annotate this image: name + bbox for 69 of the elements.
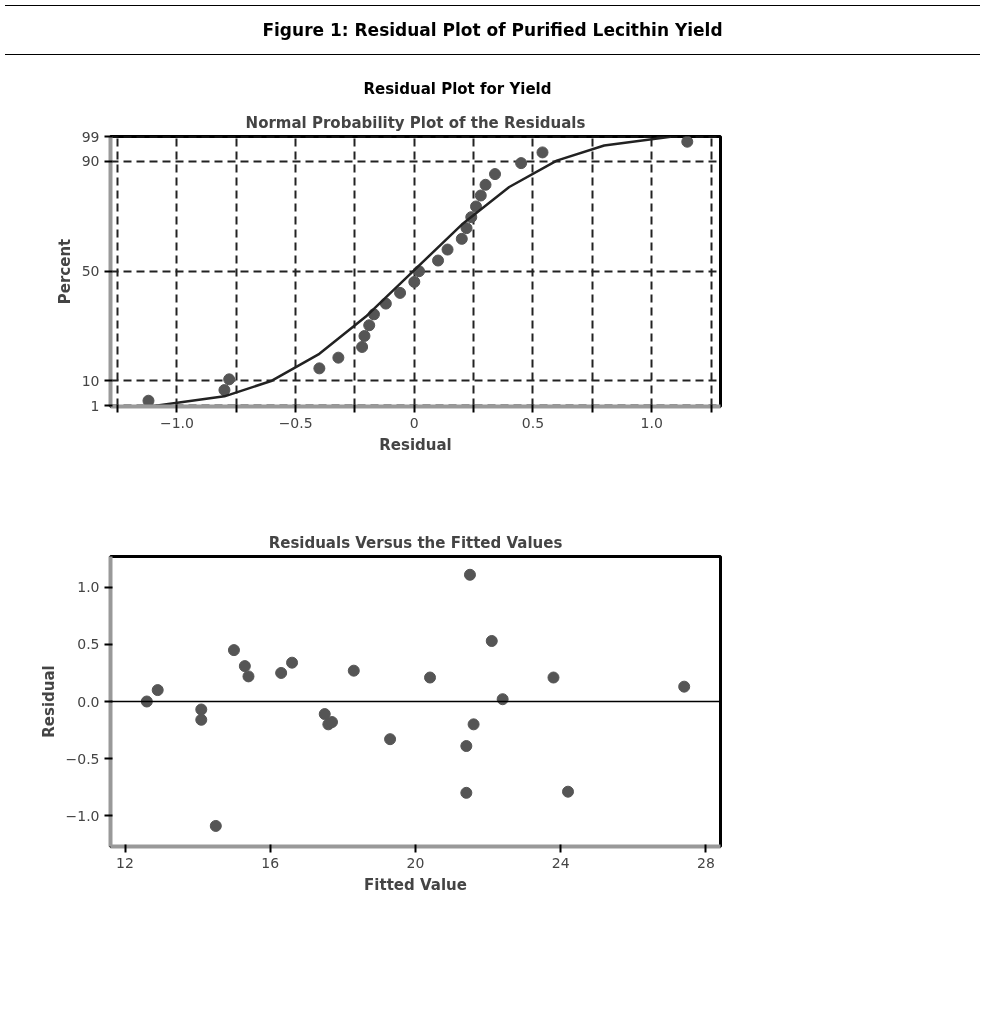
point	[470, 200, 483, 213]
y-axis-title: Percent	[55, 238, 74, 304]
point	[384, 732, 397, 745]
y-axis-title: Residual	[39, 664, 58, 738]
y-tick-label: 99	[81, 128, 100, 145]
point	[394, 286, 407, 299]
x-tick-label: 0.5	[521, 414, 545, 431]
point	[408, 275, 421, 288]
point	[441, 243, 454, 256]
point	[363, 318, 376, 331]
point	[218, 383, 231, 396]
x-tick-label: −1.0	[159, 414, 194, 431]
point	[536, 146, 549, 159]
point	[460, 739, 473, 752]
x-tick-label: 20	[406, 854, 425, 871]
point	[347, 664, 360, 677]
chart-title: Normal Probability Plot of the Residuals	[245, 113, 586, 132]
text: Residual Plot for Yield	[363, 79, 552, 101]
point	[460, 786, 473, 799]
y-tick-label: 90	[81, 153, 100, 170]
point	[227, 643, 240, 656]
y-tick-label: 1.0	[77, 579, 100, 596]
point	[455, 232, 468, 245]
point	[681, 136, 694, 148]
x-tick-label: 0	[409, 414, 419, 431]
y-tick-label: 50	[81, 262, 100, 279]
point	[547, 671, 560, 684]
y-tick-label: 10	[81, 372, 100, 389]
y-tick-label: 1	[90, 397, 100, 414]
y-tick-label: 0.0	[77, 693, 100, 710]
point	[678, 680, 691, 693]
x-axis-title: Residual	[379, 435, 452, 454]
x-tick-label: 12	[116, 854, 134, 871]
point	[467, 718, 480, 731]
point	[460, 221, 473, 234]
point	[195, 713, 208, 726]
point	[318, 707, 331, 720]
point	[463, 568, 476, 581]
x-tick-label: 16	[261, 854, 280, 871]
point	[332, 351, 345, 364]
point	[424, 671, 437, 684]
y-tick-label: −0.5	[65, 750, 100, 767]
y-tick-label: −1.0	[65, 807, 100, 824]
point	[515, 156, 528, 169]
point	[485, 634, 498, 647]
x-tick-label: 24	[551, 854, 570, 871]
caption: Figure 1: Residual Plot of Purified Lecithin Yield	[262, 19, 723, 42]
point	[195, 703, 208, 716]
point	[358, 329, 371, 342]
chart-title: Residuals Versus the Fitted Values	[268, 533, 563, 552]
x-tick-label: −0.5	[278, 414, 313, 431]
x-axis-title: Fitted Value	[364, 875, 467, 894]
point	[275, 666, 288, 679]
point	[313, 362, 326, 375]
point	[432, 254, 445, 267]
point	[286, 656, 299, 669]
point	[151, 683, 164, 696]
y-tick-label: 0.5	[77, 636, 100, 653]
x-tick-label: 28	[697, 854, 715, 871]
point	[238, 659, 251, 672]
point	[562, 785, 574, 798]
x-tick-label: 1.0	[640, 414, 663, 431]
point	[489, 167, 502, 180]
point	[356, 340, 369, 353]
point	[223, 373, 236, 386]
point	[209, 819, 222, 832]
point	[242, 670, 255, 683]
point	[474, 189, 487, 202]
point	[479, 178, 492, 191]
